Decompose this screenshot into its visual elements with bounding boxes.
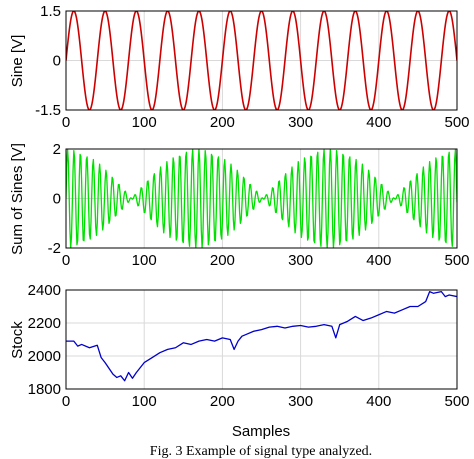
y-axis-label: Sum of Sines [V]: [9, 143, 26, 255]
x-tick-label: 200: [210, 393, 235, 410]
y-axis-label: Sine [V]: [9, 35, 26, 88]
x-tick-label: 500: [444, 114, 469, 131]
stock-plot: 0 100 200 300 400 500 2400 2200 2000 1800 Stock: [9, 282, 470, 410]
x-axis-label: Samples: [232, 423, 290, 440]
y-tick-label: 2400: [28, 282, 61, 299]
y-tick-label: 1800: [28, 381, 61, 398]
x-tick-label: 500: [444, 393, 469, 410]
series-line: [66, 149, 457, 248]
plot-frame: [65, 289, 458, 390]
y-tick-label: 2000: [28, 348, 61, 365]
figure-caption: Fig. 3 Example of signal type analyzed.: [150, 444, 372, 459]
y-tick-label: -1.5: [35, 102, 61, 119]
y-tick-label: 0: [53, 191, 61, 208]
x-tick-label: 0: [62, 252, 70, 269]
series-line: [66, 11, 457, 110]
x-tick-label: 300: [288, 252, 313, 269]
y-axis-label: Stock: [9, 321, 26, 359]
y-tick-label: 2: [53, 141, 61, 158]
x-tick-label: 300: [288, 114, 313, 131]
plot-frame: [65, 148, 458, 249]
y-tick-label: -2: [48, 240, 61, 257]
x-tick-label: 400: [366, 252, 391, 269]
x-tick-label: 400: [366, 393, 391, 410]
y-tick-label: 0: [53, 53, 61, 70]
x-tick-label: 500: [444, 252, 469, 269]
x-tick-label: 200: [210, 114, 235, 131]
x-tick-label: 0: [62, 114, 70, 131]
x-tick-label: 100: [132, 114, 157, 131]
y-tick-label: 2200: [28, 315, 61, 332]
x-tick-label: 100: [132, 252, 157, 269]
x-tick-label: 400: [366, 114, 391, 131]
series-line: [66, 291, 457, 382]
y-tick-label: 1.5: [40, 3, 61, 20]
x-tick-label: 100: [132, 393, 157, 410]
x-tick-label: 200: [210, 252, 235, 269]
plot-frame: [65, 10, 458, 111]
x-tick-label: 0: [62, 393, 70, 410]
x-tick-label: 300: [288, 393, 313, 410]
